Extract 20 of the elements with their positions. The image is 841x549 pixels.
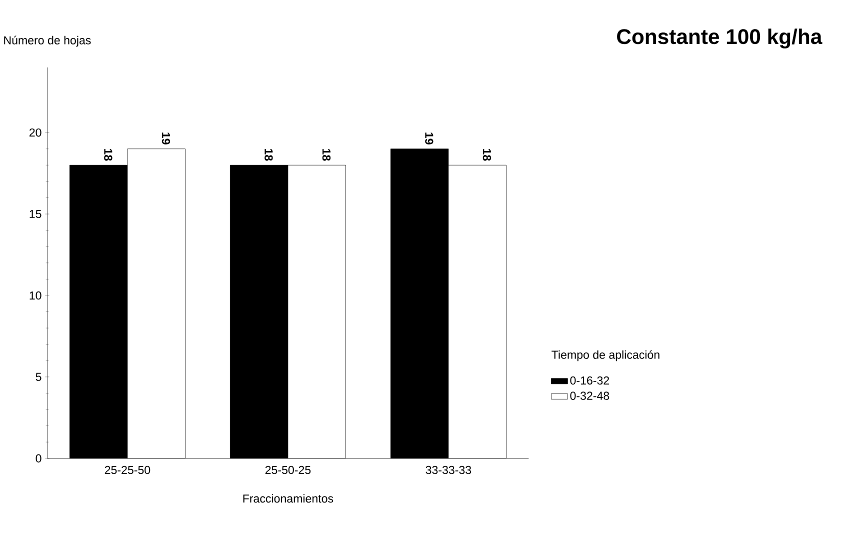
x-tick-label: 33-33-33 <box>426 466 472 474</box>
legend-label: 0-32-48 <box>570 392 610 400</box>
y-tick-label: 5 <box>36 372 42 381</box>
data-label: 18 <box>482 149 492 161</box>
y-tick-label: 0 <box>36 454 42 463</box>
text: Constante 100 kg/ha <box>617 28 822 48</box>
y-tick-label: 10 <box>30 291 42 300</box>
data-label: 18 <box>264 149 273 161</box>
x-tick-label: 25-25-50 <box>104 466 150 474</box>
x-axis-title: Fraccionamientos <box>243 494 334 503</box>
y-axis-title: Número de hojas <box>4 36 91 47</box>
data-label: 19 <box>162 132 170 144</box>
legend-label: 0-16-32 <box>570 376 610 385</box>
data-label: 18 <box>322 149 331 161</box>
data-label: 19 <box>425 132 434 144</box>
y-tick-label: 15 <box>30 210 42 218</box>
x-tick-label: 25-50-25 <box>265 466 311 474</box>
data-label: 18 <box>104 149 112 161</box>
y-tick-label: 20 <box>29 128 42 137</box>
legend-title: Tiempo de aplicación <box>552 350 660 362</box>
